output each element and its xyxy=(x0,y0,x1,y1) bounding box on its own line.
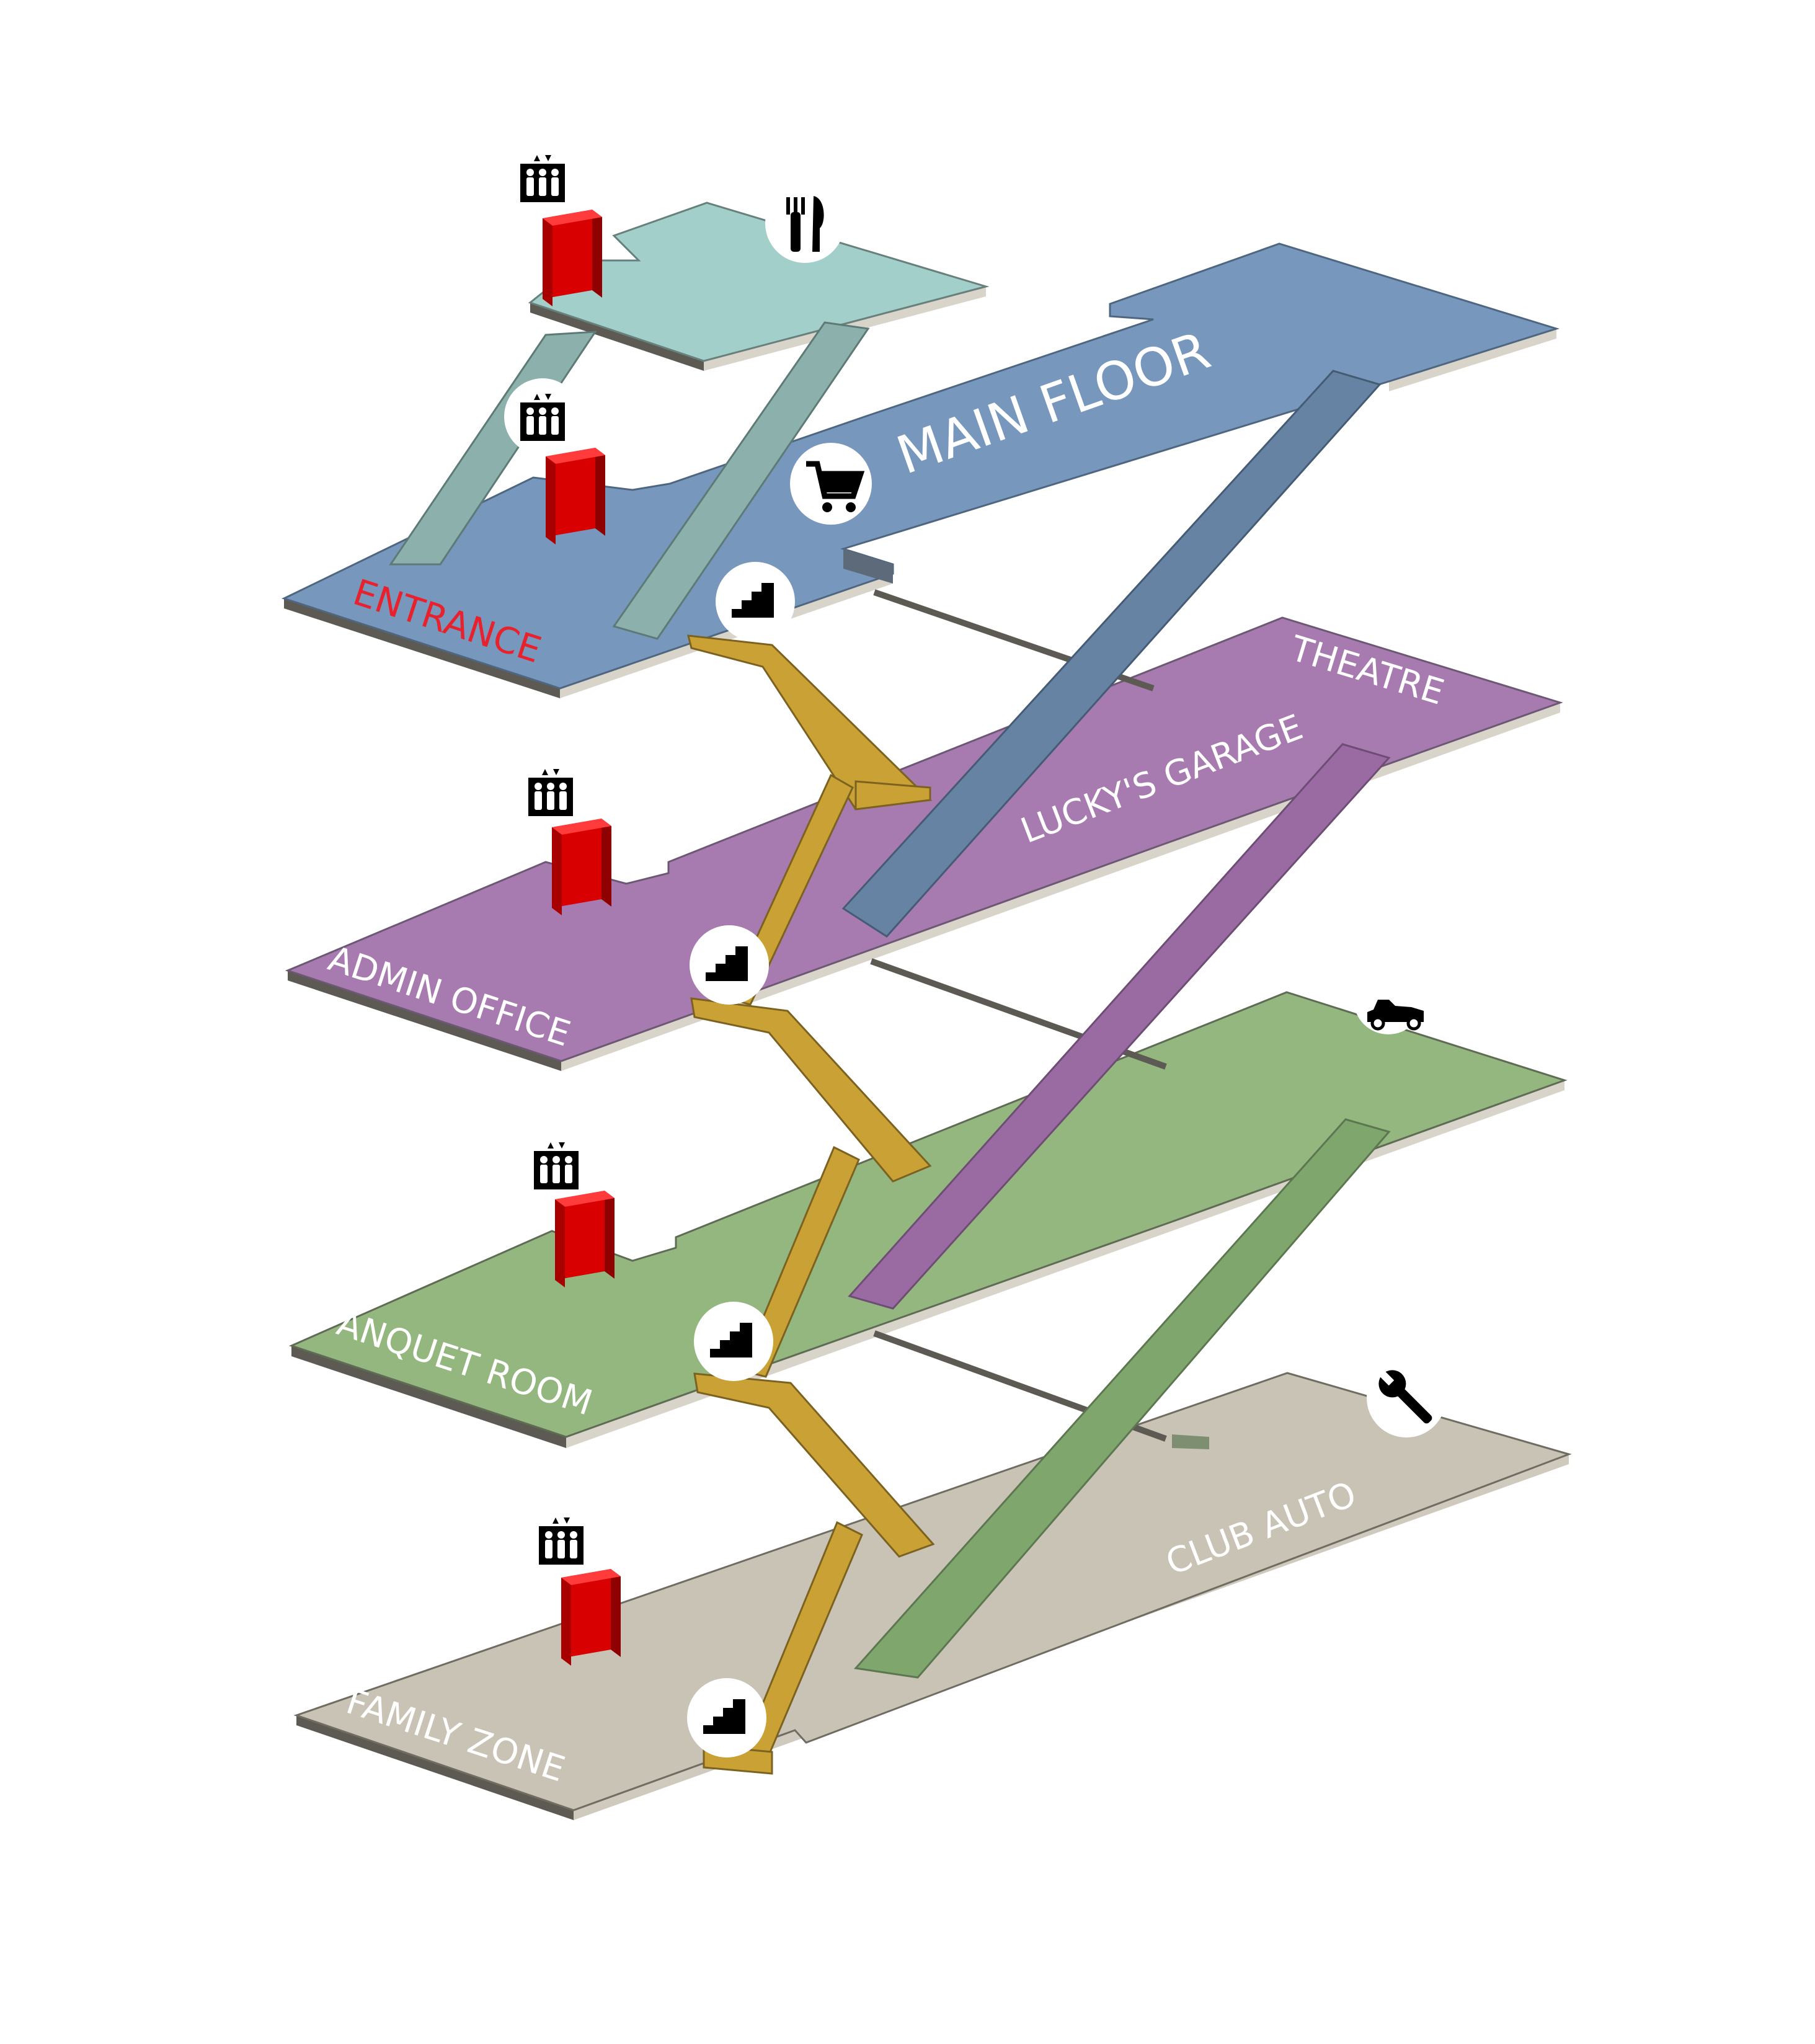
stairs-icon xyxy=(694,1302,773,1381)
stairs-icon xyxy=(716,562,795,641)
elevator-icon xyxy=(504,378,581,455)
race-car-icon xyxy=(1354,1000,1424,1034)
elevator-icon xyxy=(528,769,573,816)
elevator-icon xyxy=(539,1517,584,1565)
stairs xyxy=(687,634,935,1775)
restaurant-icon xyxy=(765,184,845,263)
stairs-icon xyxy=(687,1678,766,1757)
elevator-icon xyxy=(534,1142,579,1189)
main-floor xyxy=(281,242,1560,698)
wrench-icon xyxy=(1367,1358,1446,1437)
shopping-cart-icon xyxy=(790,443,872,525)
stairs-icon xyxy=(690,925,769,1005)
elevator-icon xyxy=(520,155,565,202)
escalators xyxy=(389,321,1391,1679)
